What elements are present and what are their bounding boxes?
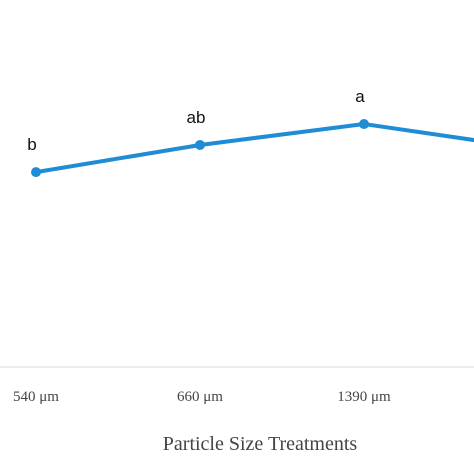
data-line: [35, 122, 474, 175]
value-label: b: [27, 135, 36, 154]
data-point: [195, 139, 205, 150]
x-tick-label: 1390 μm: [337, 389, 391, 405]
data-point: [359, 119, 369, 130]
value-label: ab: [187, 108, 206, 127]
x-tick-label: 540 μm: [13, 389, 59, 405]
x-axis-title: Particle Size Treatments: [163, 433, 358, 455]
x-tick-label: 660 μm: [177, 389, 223, 405]
value-label: a: [355, 87, 365, 106]
data-point: [31, 167, 41, 178]
